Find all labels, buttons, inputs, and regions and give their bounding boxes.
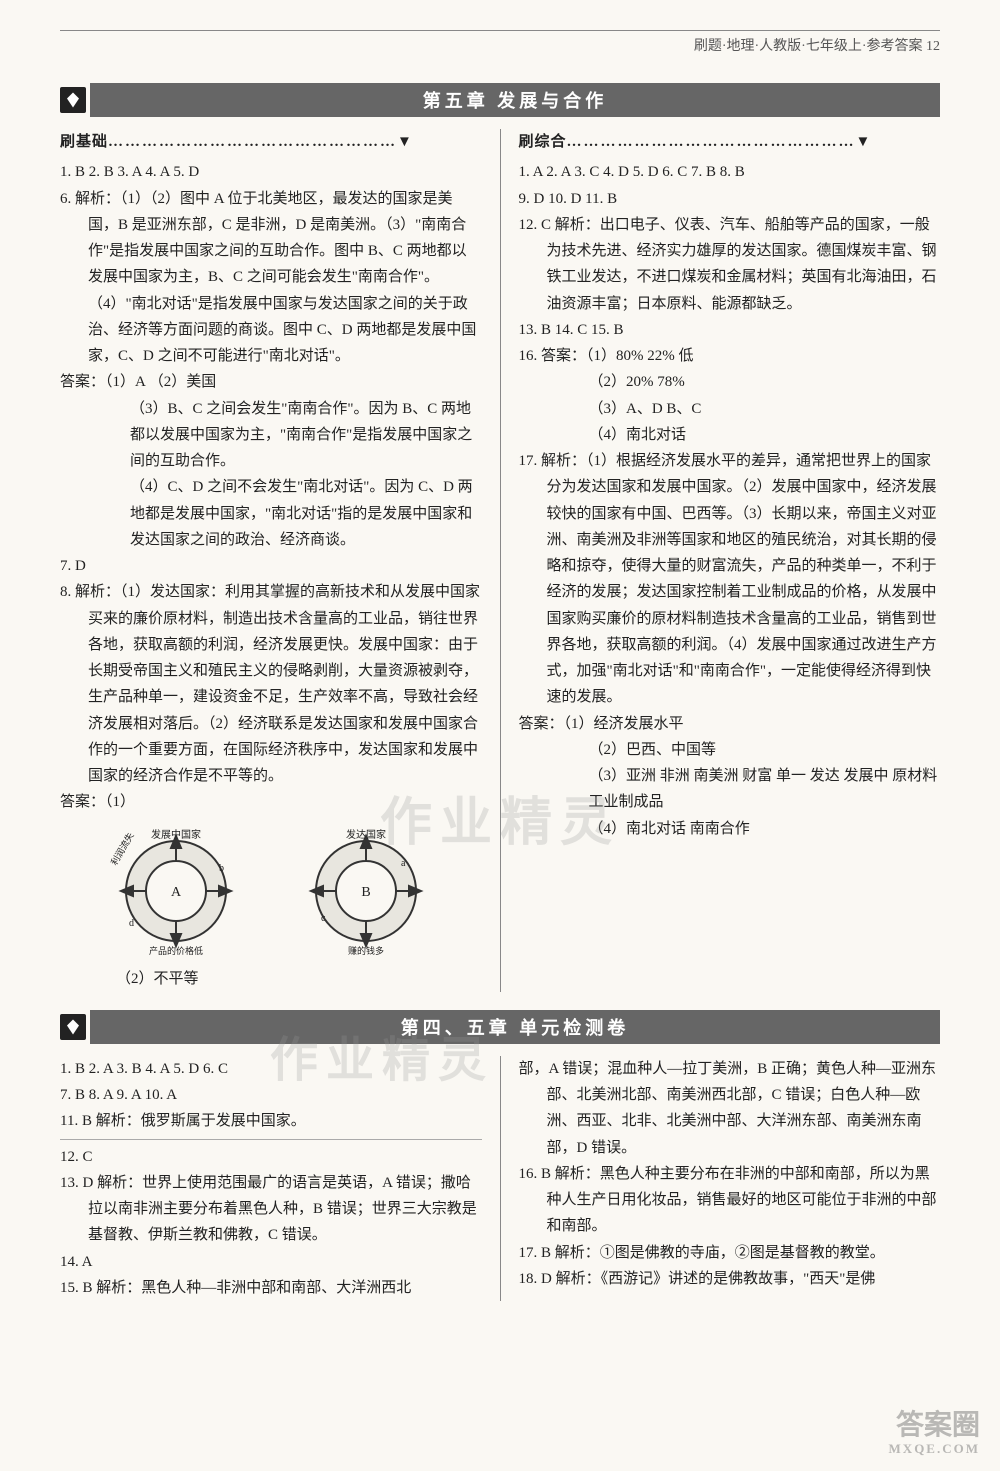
cycle-a-label: A — [171, 885, 182, 900]
test-q14: 14. A — [60, 1249, 482, 1275]
q6-answer-3: （3）B、C 之间会发生"南南合作"。因为 B、C 两地都以发展中国家为主，"南… — [60, 396, 482, 475]
column-divider — [500, 1056, 501, 1301]
corner-logo: 答案圈 MXQE.COM — [889, 1411, 980, 1456]
svg-text:a: a — [401, 858, 406, 869]
q6-answer-4: （4）C、D 之间不会发生"南北对话"。因为 C、D 两地都是发展中国家，"南北… — [60, 474, 482, 553]
page: 刷题·地理·人教版·七年级上·参考答案 12 第五章 发展与合作 刷基础…………… — [0, 0, 1000, 1471]
comp-answers-9-11: 9. D 10. D 11. B — [519, 186, 941, 212]
test-q17: 17. B 解析：①图是佛教的寺庙，②图是基督教的教堂。 — [519, 1240, 941, 1266]
test-q11: 11. B 解析：俄罗斯属于发展中国家。 — [60, 1108, 482, 1134]
svg-text:发达国家: 发达国家 — [346, 828, 386, 841]
test-q15: 15. B 解析：黑色人种—非洲中部和南部、大洋洲西北 — [60, 1275, 482, 1301]
q6-analysis: 6. 解析：（1）（2）图中 A 位于北美地区，最发达的国家是美国，B 是亚洲东… — [60, 186, 482, 370]
chapter45-bar: 第四、五章 单元检测卷 — [60, 1010, 940, 1044]
q12: 12. C 解析：出口电子、仪表、汽车、船舶等产品的国家，一般为技术先进、经济实… — [519, 212, 941, 317]
column-divider — [500, 129, 501, 992]
dots: ……………………………………………▼ — [108, 134, 414, 150]
q8-answer-label: 答案：（1） — [60, 789, 482, 815]
q17-ans-3: （3）亚洲 非洲 南美洲 财富 单一 发达 发展中 原材料 工业制成品 — [519, 763, 941, 816]
section-title: 刷基础 — [60, 134, 108, 150]
svg-text:产品的价格低: 产品的价格低 — [149, 945, 203, 956]
chapter5-left-col: 刷基础……………………………………………▼ 1. B 2. B 3. A 4. … — [60, 129, 482, 992]
q17-analysis: 17. 解析：（1）根据经济发展水平的差异，通常把世界上的国家分为发达国家和发展… — [519, 448, 941, 711]
dots: ……………………………………………▼ — [567, 134, 873, 150]
q16-4: （4）南北对话 — [519, 422, 941, 448]
chapter45-columns: 1. B 2. A 3. B 4. A 5. D 6. C 7. B 8. A … — [60, 1056, 940, 1301]
svg-text:c: c — [321, 913, 326, 924]
svg-text:d: d — [129, 918, 134, 929]
svg-text:b: b — [219, 863, 224, 874]
cycle-top-label: 发展中国家 — [151, 828, 201, 841]
cycle-left: A 发展中国家 b d 产品的价格低 利润流失 — [101, 826, 251, 956]
svg-text:赚的钱多: 赚的钱多 — [348, 945, 384, 956]
test-7-10: 7. B 8. A 9. A 10. A — [60, 1082, 482, 1108]
test-q15-cont: 部，A 错误；混血种人—拉丁美洲，B 正确；黄色人种—亚洲东部、北美洲北部、南美… — [519, 1056, 941, 1161]
test-q16: 16. B 解析：黑色人种主要分布在非洲的中部和南部，所以为黑种人生产日用化妆品… — [519, 1161, 941, 1240]
q16-1: 16. 答案：（1）80% 22% 低 — [519, 343, 941, 369]
chapter-icon — [60, 1014, 86, 1040]
basic-answers-1-5: 1. B 2. B 3. A 4. A 5. D — [60, 159, 482, 185]
test-q12: 12. C — [60, 1144, 482, 1170]
chapter5-title: 第五章 发展与合作 — [90, 83, 940, 117]
test-q13: 13. D 解析：世界上使用范围最广的语言是英语，A 错误；撒哈拉以南非洲主要分… — [60, 1170, 482, 1249]
q8-answer-2: （2）不平等 — [60, 966, 482, 992]
q6-answer-1-2: 答案：（1）A （2）美国 — [60, 369, 482, 395]
header-rule — [60, 30, 940, 31]
chapter45-title: 第四、五章 单元检测卷 — [90, 1010, 940, 1044]
test-1-6: 1. B 2. A 3. B 4. A 5. D 6. C — [60, 1056, 482, 1082]
chapter-icon — [60, 87, 86, 113]
comp-answers-1-8: 1. A 2. A 3. C 4. D 5. D 6. C 7. B 8. B — [519, 159, 941, 185]
rule — [60, 1139, 482, 1140]
cycle-diagram: A 发展中国家 b d 产品的价格低 利润流失 — [60, 826, 482, 956]
cycle-right: B 发达国家 a c 赚的钱多 — [291, 826, 441, 956]
chapter45-right-col: 部，A 错误；混血种人—拉丁美洲，B 正确；黄色人种—亚洲东部、北美洲北部、南美… — [519, 1056, 941, 1301]
q17-ans-1: 答案：（1）经济发展水平 — [519, 711, 941, 737]
chapter5-bar: 第五章 发展与合作 — [60, 83, 940, 117]
svg-text:利润流失: 利润流失 — [108, 830, 136, 867]
q8-analysis: 8. 解析：（1）发达国家：利用其掌握的高新技术和从发展中国家买来的廉价原材料，… — [60, 579, 482, 789]
q13-15: 13. B 14. C 15. B — [519, 317, 941, 343]
chapter5-columns: 刷基础……………………………………………▼ 1. B 2. B 3. A 4. … — [60, 129, 940, 992]
q16-2: （2）20% 78% — [519, 369, 941, 395]
section-head-comp: 刷综合……………………………………………▼ — [519, 129, 941, 155]
cycle-b-label: B — [361, 885, 370, 900]
corner-big: 答案圈 — [896, 1410, 980, 1441]
section-title: 刷综合 — [519, 134, 567, 150]
corner-url: MXQE.COM — [889, 1442, 980, 1456]
chapter5-right-col: 刷综合……………………………………………▼ 1. A 2. A 3. C 4. … — [519, 129, 941, 992]
q7: 7. D — [60, 553, 482, 579]
chapter45-left-col: 1. B 2. A 3. B 4. A 5. D 6. C 7. B 8. A … — [60, 1056, 482, 1301]
section-head-basic: 刷基础……………………………………………▼ — [60, 129, 482, 155]
q17-ans-2: （2）巴西、中国等 — [519, 737, 941, 763]
test-q18: 18. D 解析：《西游记》讲述的是佛教故事，"西天"是佛 — [519, 1266, 941, 1292]
header-breadcrumb: 刷题·地理·人教版·七年级上·参考答案 12 — [60, 35, 940, 65]
q17-ans-4: （4）南北对话 南南合作 — [519, 816, 941, 842]
q16-3: （3）A、D B、C — [519, 396, 941, 422]
